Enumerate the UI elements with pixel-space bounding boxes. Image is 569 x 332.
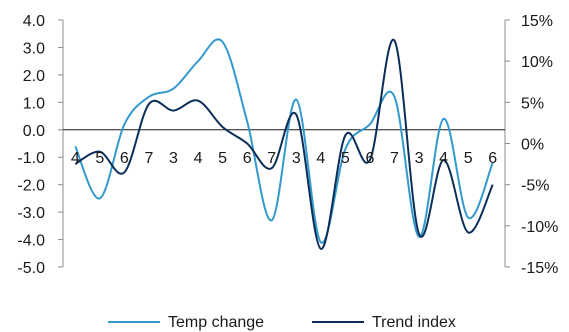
right-tick-label: 0% <box>521 137 544 154</box>
category-label: 3 <box>169 150 178 167</box>
series-line-trend-index <box>74 38 494 250</box>
legend: Temp change Trend index <box>108 314 456 331</box>
category-label: 6 <box>120 150 129 167</box>
category-label: 5 <box>218 150 227 167</box>
category-label: 6 <box>365 150 374 167</box>
category-label: 4 <box>71 150 80 167</box>
left-tick-label: -2.0 <box>17 178 45 195</box>
left-tick-label: 1.0 <box>23 95 45 112</box>
category-label: 4 <box>316 150 325 167</box>
category-label: 7 <box>390 150 399 167</box>
category-label: 5 <box>341 150 350 167</box>
category-label: 6 <box>243 150 252 167</box>
left-tick-label: -3.0 <box>17 205 45 222</box>
right-tick-label: 5% <box>521 95 544 112</box>
category-label: 5 <box>464 150 473 167</box>
left-tick-label: 0.0 <box>23 123 45 140</box>
right-tick-label: -10% <box>521 219 558 236</box>
category-label: 3 <box>292 150 301 167</box>
right-tick-label: -15% <box>521 260 558 277</box>
left-tick-label: 2.0 <box>23 68 45 85</box>
right-tick-label: 15% <box>521 13 553 30</box>
category-label: 3 <box>415 150 424 167</box>
series-line-temp-change <box>74 38 494 244</box>
right-tick-label: 10% <box>521 54 553 71</box>
category-label: 5 <box>95 150 104 167</box>
legend-label: Trend index <box>372 314 456 331</box>
legend-label: Temp change <box>168 314 264 331</box>
category-label: 7 <box>267 150 276 167</box>
category-label: 4 <box>439 150 448 167</box>
left-tick-label: 4.0 <box>23 13 45 30</box>
axes-group: 4.0 3.0 2.0 1.0 0.0 -1.0 -2.0 -3.0 -4.0 -5.0 15% 10… <box>17 13 558 277</box>
left-tick-label: 3.0 <box>23 40 45 57</box>
category-label: 4 <box>194 150 203 167</box>
category-label: 6 <box>488 150 497 167</box>
left-tick-label: -4.0 <box>17 233 45 250</box>
legend-item: Temp change <box>108 314 264 331</box>
left-tick-label: -5.0 <box>17 260 45 277</box>
left-tick-label: -1.0 <box>17 150 45 167</box>
legend-item: Trend index <box>312 314 456 331</box>
series-group <box>74 38 494 250</box>
category-label: 7 <box>144 150 153 167</box>
right-tick-label: -5% <box>521 178 549 195</box>
